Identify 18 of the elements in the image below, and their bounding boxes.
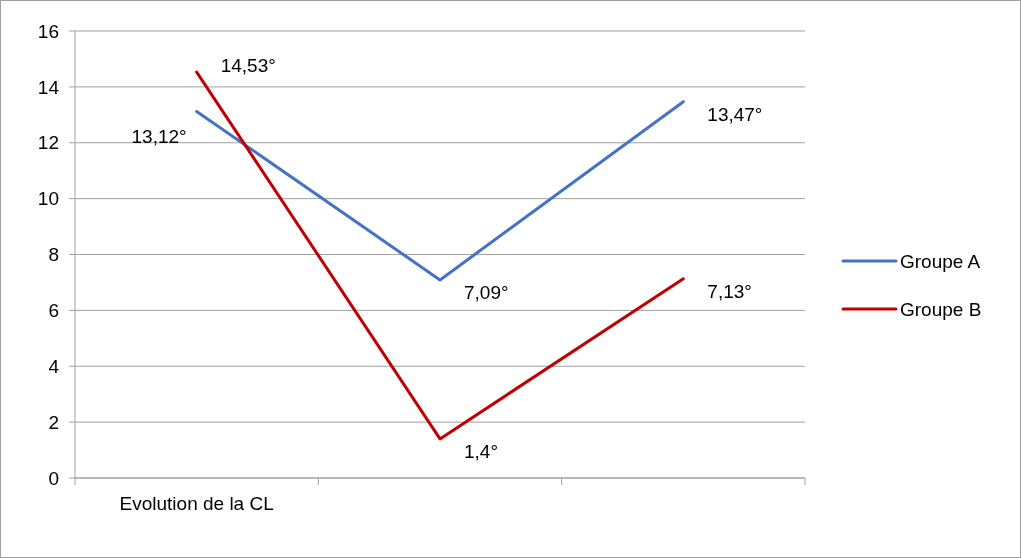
y-tick-label: 14 [37, 76, 60, 98]
y-tick-label: 4 [48, 355, 60, 377]
y-tick-label: 12 [37, 132, 59, 154]
data-label: 14,53° [220, 55, 276, 77]
data-label: 13,12° [131, 126, 187, 148]
y-tick-label: 10 [37, 188, 59, 210]
y-tick-label: 8 [48, 244, 59, 266]
data-label: 7,09° [464, 281, 509, 303]
data-label: 7,13° [707, 280, 752, 302]
legend-label: Groupe B [900, 298, 982, 320]
y-tick-label: 0 [48, 467, 59, 489]
data-label: 13,47° [707, 103, 763, 125]
x-tick-label: Evolution de la CL [119, 493, 274, 514]
y-tick-label: 2 [48, 411, 59, 433]
y-tick-label: 6 [48, 300, 59, 322]
y-tick-label: 16 [37, 20, 59, 42]
data-label: 1,4° [464, 440, 499, 462]
legend-label: Groupe A [900, 250, 981, 272]
